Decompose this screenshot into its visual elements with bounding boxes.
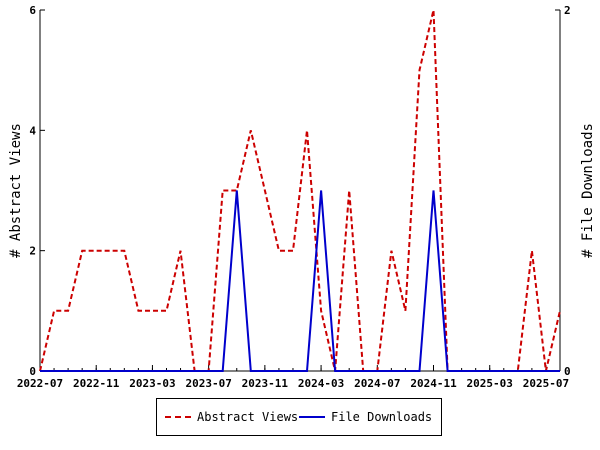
legend: Abstract Views File Downloads	[156, 398, 442, 436]
legend-swatch-dashed	[165, 416, 191, 418]
series-line-file-downloads	[40, 190, 560, 372]
series-line-abstract-views	[39, 9, 561, 372]
y-tick-label: 4	[29, 124, 36, 137]
x-tick-label: 2022-11	[73, 377, 120, 390]
legend-label: Abstract Views	[197, 410, 299, 424]
x-tick-label: 2024-03	[298, 377, 344, 390]
y2-axis-title: # File Downloads	[580, 123, 596, 258]
x-tick-label: 2024-11	[410, 377, 457, 390]
y2-tick-label: 0	[564, 365, 571, 378]
x-tick-label: 2023-07	[185, 377, 231, 390]
x-tick-label: 2025-03	[467, 377, 513, 390]
y-tick-label: 2	[29, 245, 36, 258]
x-tick-label: 2023-11	[242, 377, 289, 390]
legend-item-abstract-views: Abstract Views	[165, 410, 298, 424]
x-tick-label: 2025-07	[523, 377, 569, 390]
x-tick-label: 2023-03	[129, 377, 175, 390]
x-tick-label: 2022-07	[17, 377, 63, 390]
y-axis-title: # Abstract Views	[8, 123, 24, 258]
legend-swatch-solid	[299, 416, 325, 418]
series-layer	[39, 9, 561, 372]
y-tick-label: 0	[29, 365, 36, 378]
tick-labels: 2022-07 2022-11 2023-03 2023-07 2023-11 2024-…	[17, 4, 571, 390]
y-tick-label: 6	[29, 4, 36, 17]
legend-item-file-downloads: File Downloads	[299, 410, 432, 424]
y2-tick-label: 2	[564, 4, 571, 17]
x-tick-label: 2024-07	[354, 377, 400, 390]
legend-label: File Downloads	[331, 410, 433, 424]
